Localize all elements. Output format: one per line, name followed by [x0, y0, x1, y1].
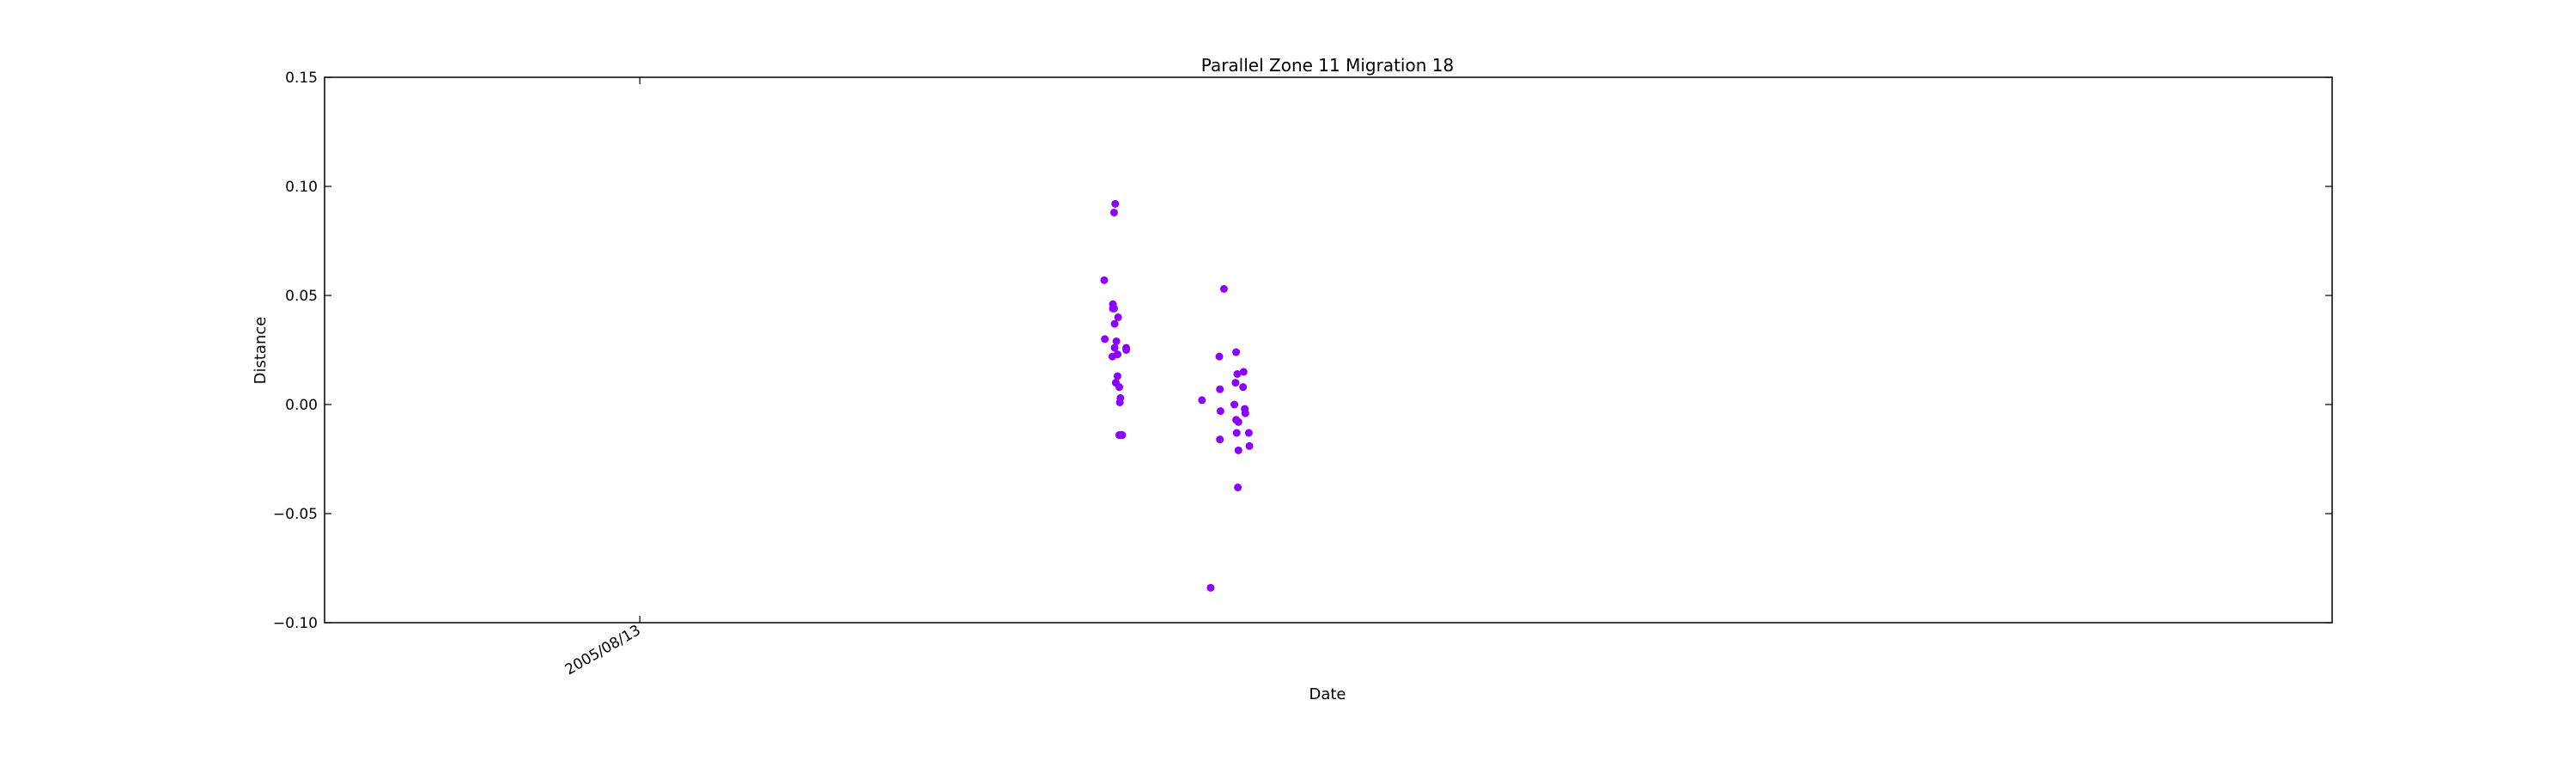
data-point [1114, 313, 1122, 321]
data-point [1112, 337, 1121, 345]
y-tick-label: 0.10 [285, 179, 318, 196]
x-tick-label: 2005/08/13 [562, 622, 644, 679]
data-point [1116, 393, 1125, 402]
data-point [1232, 348, 1241, 356]
data-point [1215, 352, 1224, 361]
y-tick-label: 0.15 [285, 70, 318, 87]
data-point [1115, 383, 1124, 392]
data-point [1216, 385, 1224, 393]
data-point [1198, 396, 1206, 405]
data-point [1206, 583, 1215, 592]
data-point [1239, 383, 1248, 392]
data-point [1244, 429, 1253, 437]
data-point [1231, 379, 1240, 387]
x-axis: 2005/08/13 [562, 77, 644, 679]
data-point [1216, 435, 1224, 444]
data-point [1115, 431, 1124, 440]
data-point [1110, 344, 1119, 352]
data-point [1122, 346, 1131, 354]
x-axis-title: Date [1309, 685, 1346, 703]
data-point [1216, 407, 1224, 416]
data-point [1101, 335, 1109, 344]
data-point [1241, 409, 1249, 417]
chart-title: Parallel Zone 11 Migration 18 [1201, 55, 1454, 76]
data-point [1109, 208, 1118, 216]
data-point [1113, 372, 1121, 380]
data-point [1109, 304, 1118, 313]
y-tick-label: −0.10 [273, 615, 318, 632]
data-point [1100, 276, 1109, 284]
y-tick-label: 0.05 [285, 288, 318, 305]
data-point [1239, 368, 1248, 376]
data-point [1110, 320, 1119, 328]
data-point [1232, 429, 1241, 437]
data-point [1233, 369, 1242, 378]
data-point [1234, 417, 1242, 426]
data-points [1100, 199, 1254, 592]
plot-frame [324, 76, 2333, 624]
data-point [1234, 484, 1242, 492]
y-tick-label: 0.00 [285, 397, 318, 414]
y-axis: −0.10 −0.05 0.00 0.05 0.10 0.15 [273, 70, 2332, 632]
data-point [1219, 284, 1228, 293]
data-point [1111, 199, 1120, 208]
y-axis-title: Distance [252, 317, 270, 385]
data-point [1234, 446, 1242, 454]
y-tick-label: −0.05 [273, 506, 318, 523]
data-point [1230, 400, 1239, 409]
data-point [1113, 350, 1121, 359]
data-point [1245, 441, 1254, 450]
